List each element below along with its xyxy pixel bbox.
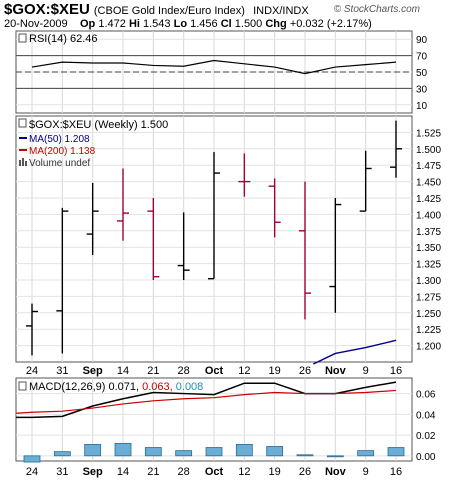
price-tick-label: 1.200 xyxy=(416,342,441,353)
volume-icon xyxy=(25,161,27,166)
x-tick-label: Sep xyxy=(83,365,103,377)
chg-label: Chg xyxy=(265,18,287,30)
macd-histogram-bar xyxy=(205,447,223,457)
macd-tick-label: 0.00 xyxy=(416,452,436,463)
cl-value: 1.500 xyxy=(234,18,263,30)
rsi-legend-swatch xyxy=(18,33,27,43)
op-label: Op xyxy=(80,18,96,30)
macd-label-value: 0.063, xyxy=(142,381,176,393)
cl-label: Cl xyxy=(220,18,232,30)
rsi-tick-label: 30 xyxy=(416,84,428,95)
price-tick-label: 1.250 xyxy=(416,309,441,320)
x-tick-label: 28 xyxy=(178,365,190,377)
macd-histogram-bar xyxy=(53,451,71,457)
x-tick-label: 26 xyxy=(299,365,311,377)
legend-label: MA(200) 1.138 xyxy=(29,146,96,157)
price-tick-label: 1.400 xyxy=(416,210,441,221)
x-tick-label: 24 xyxy=(26,365,38,377)
macd-legend-swatch xyxy=(18,381,27,391)
price-tick-label: 1.275 xyxy=(416,292,441,303)
macd-label-value: 0.008 xyxy=(176,381,204,393)
x-tick-label: Nov xyxy=(325,466,347,478)
x-tick-label: 31 xyxy=(56,365,68,377)
rsi-line xyxy=(31,59,397,75)
macd-histogram-bar xyxy=(144,447,162,457)
rsi-tick-label: 70 xyxy=(416,52,428,63)
hi-label: Hi xyxy=(128,18,140,30)
x-tick-label: Oct xyxy=(205,365,224,377)
legend-label: Volume undef xyxy=(29,158,90,169)
price-tick-label: 1.350 xyxy=(416,243,441,254)
price-tick-label: 1.375 xyxy=(416,227,441,238)
legend-label: MA(50) 1.208 xyxy=(29,134,90,145)
x-tick-label: 31 xyxy=(56,466,68,478)
rsi-tick-label: 50 xyxy=(416,68,428,79)
macd-histogram-bar xyxy=(357,450,375,457)
x-tick-label: 19 xyxy=(269,466,281,478)
macd-histogram-bar xyxy=(387,447,405,457)
brand-watermark: © StockCharts.com xyxy=(333,4,420,15)
x-tick-label: 14 xyxy=(117,365,129,377)
macd-label-value: 0.071, xyxy=(108,381,142,393)
macd-histogram-bar xyxy=(266,446,284,457)
op-value: 1.472 xyxy=(98,18,126,30)
x-tick-label: 9 xyxy=(363,365,369,377)
price-tick-label: 1.300 xyxy=(416,276,441,287)
x-tick-label: Oct xyxy=(205,466,224,478)
x-tick-label: 19 xyxy=(269,365,281,377)
macd-line xyxy=(15,389,397,414)
x-tick-label: 21 xyxy=(147,365,159,377)
price-tick-label: 1.525 xyxy=(416,128,441,139)
x-tick-label: 14 xyxy=(117,466,129,478)
chart-title: $GOX:$XEU (CBOE Gold Index/Euro Index) IN… xyxy=(4,1,309,18)
macd-histogram-bar xyxy=(235,443,253,457)
macd-tick-label: 0.04 xyxy=(416,410,436,421)
exchange: INDX/INDX xyxy=(253,5,309,17)
lo-value: 1.456 xyxy=(190,18,218,30)
macd-histogram-bar xyxy=(23,455,41,463)
price-label: $GOX:$XEU (Weekly) 1.500 xyxy=(29,119,168,131)
x-tick-label: Nov xyxy=(325,365,347,377)
macd-histogram-bar xyxy=(114,442,132,457)
macd-histogram-bar xyxy=(326,455,344,458)
description: (CBOE Gold Index/Euro Index) xyxy=(93,5,245,17)
rsi-tick-label: 90 xyxy=(416,35,428,46)
quote-date: 20-Nov-2009 xyxy=(4,18,68,30)
quote-line: Op 1.472 Hi 1.543 Lo 1.456 Cl 1.500 Chg … xyxy=(80,18,372,30)
macd-label-prefix: MACD(12,26,9) xyxy=(29,381,108,393)
price-legend-swatch xyxy=(18,118,27,128)
macd-tick-label: 0.06 xyxy=(416,390,436,401)
macd-label: MACD(12,26,9) 0.071, 0.063, 0.008 xyxy=(29,381,203,393)
price-tick-label: 1.325 xyxy=(416,260,441,271)
macd-histogram-bar xyxy=(175,450,193,457)
x-tick-label: Sep xyxy=(83,466,103,478)
rsi-label: RSI(14) 62.46 xyxy=(29,33,97,45)
volume-icon xyxy=(19,160,21,166)
price-tick-label: 1.500 xyxy=(416,145,441,156)
x-tick-label: 21 xyxy=(147,466,159,478)
hi-value: 1.543 xyxy=(143,18,171,30)
price-tick-label: 1.425 xyxy=(416,194,441,205)
x-tick-label: 16 xyxy=(390,466,402,478)
ma-line xyxy=(313,339,397,365)
symbol: $GOX:$XEU xyxy=(4,1,90,18)
x-tick-label: 12 xyxy=(238,466,250,478)
lo-label: Lo xyxy=(173,18,188,30)
macd-histogram-bar xyxy=(84,443,102,457)
macd-tick-label: 0.02 xyxy=(416,431,436,442)
x-tick-label: 9 xyxy=(363,466,369,478)
price-tick-label: 1.225 xyxy=(416,325,441,336)
x-tick-label: 12 xyxy=(238,365,250,377)
rsi-tick-label: 10 xyxy=(416,101,428,112)
x-tick-label: 26 xyxy=(299,466,311,478)
volume-icon xyxy=(22,158,24,166)
macd-histogram-bar xyxy=(296,454,314,457)
x-tick-label: 28 xyxy=(178,466,190,478)
x-tick-label: 24 xyxy=(26,466,38,478)
x-tick-label: 16 xyxy=(390,365,402,377)
price-tick-label: 1.450 xyxy=(416,178,441,189)
price-tick-label: 1.475 xyxy=(416,161,441,172)
chg-value: +0.032 (+2.17%) xyxy=(289,18,372,30)
